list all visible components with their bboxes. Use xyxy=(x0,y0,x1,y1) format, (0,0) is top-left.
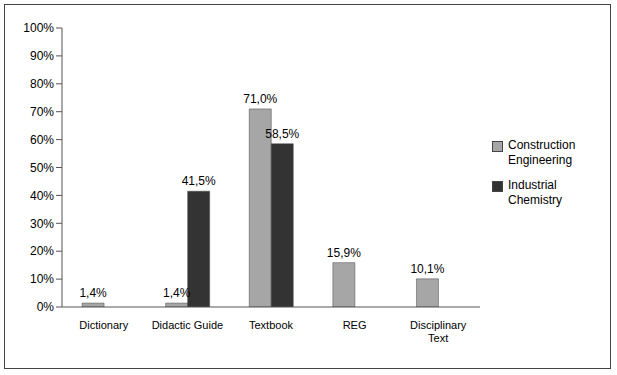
html-text:Construction Engineering: Construction Engineering xyxy=(508,138,576,167)
html-text:Industrial Chemistry: Industrial Chemistry xyxy=(508,178,562,207)
svg-text:1,4%: 1,4% xyxy=(79,286,107,300)
svg-text:Dictionary: Dictionary xyxy=(79,319,128,331)
svg-text:40%: 40% xyxy=(30,189,54,203)
svg-text:10,1%: 10,1% xyxy=(410,262,444,276)
svg-text:70%: 70% xyxy=(30,105,54,119)
svg-text:50%: 50% xyxy=(30,161,54,175)
svg-text:DisciplinaryText: DisciplinaryText xyxy=(410,319,467,344)
svg-text:20%: 20% xyxy=(30,244,54,258)
svg-text:100%: 100% xyxy=(23,21,54,35)
svg-text:58,5%: 58,5% xyxy=(265,127,299,141)
svg-text:80%: 80% xyxy=(30,77,54,91)
svg-text:0%: 0% xyxy=(37,300,55,314)
svg-text:15,9%: 15,9% xyxy=(327,246,361,260)
svg-text:90%: 90% xyxy=(30,49,54,63)
svg-text:REG: REG xyxy=(343,319,367,331)
svg-text:Textbook: Textbook xyxy=(249,319,294,331)
svg-text:1,4%: 1,4% xyxy=(163,286,191,300)
svg-text:30%: 30% xyxy=(30,217,54,231)
svg-text:60%: 60% xyxy=(30,133,54,147)
svg-text:Didactic Guide: Didactic Guide xyxy=(152,319,224,331)
svg-text:71,0%: 71,0% xyxy=(243,92,277,106)
svg-text:10%: 10% xyxy=(30,272,54,286)
svg-text:41,5%: 41,5% xyxy=(182,174,216,188)
